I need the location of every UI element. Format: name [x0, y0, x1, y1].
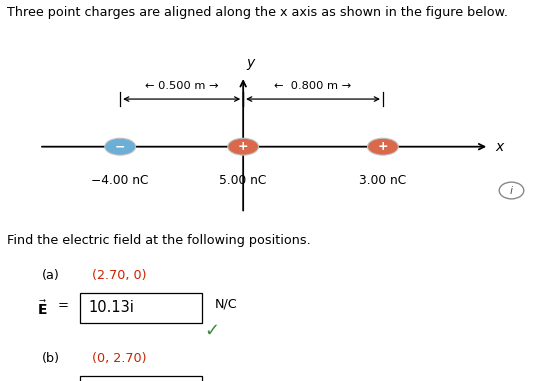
Text: Three point charges are aligned along the x axis as shown in the figure below.: Three point charges are aligned along th… — [7, 6, 508, 19]
Text: −: − — [115, 140, 125, 153]
Text: (0, 2.70): (0, 2.70) — [92, 352, 146, 365]
Text: ✓: ✓ — [204, 322, 219, 340]
Ellipse shape — [105, 138, 136, 155]
Circle shape — [499, 182, 524, 199]
Text: (2.70, 0): (2.70, 0) — [92, 269, 146, 282]
Text: Find the electric field at the following positions.: Find the electric field at the following… — [7, 234, 310, 247]
Text: $\vec{\mathbf{E}}$: $\vec{\mathbf{E}}$ — [37, 299, 48, 318]
Text: +: + — [377, 140, 389, 153]
Text: y: y — [246, 56, 254, 70]
Text: −4.00 nC: −4.00 nC — [92, 174, 149, 187]
Ellipse shape — [368, 138, 398, 155]
Text: 5.00 nC: 5.00 nC — [220, 174, 267, 187]
Text: N/C: N/C — [215, 297, 238, 310]
FancyBboxPatch shape — [80, 376, 202, 381]
FancyBboxPatch shape — [80, 293, 202, 323]
Text: x: x — [496, 140, 504, 154]
Ellipse shape — [228, 138, 258, 155]
Text: (b): (b) — [42, 352, 60, 365]
Text: ← 0.500 m →: ← 0.500 m → — [145, 81, 219, 91]
Text: 10.13i: 10.13i — [88, 300, 134, 315]
Text: =: = — [58, 299, 69, 312]
Text: 3.00 nC: 3.00 nC — [359, 174, 406, 187]
Text: i: i — [510, 186, 513, 195]
Text: ←  0.800 m →: ← 0.800 m → — [274, 81, 352, 91]
Text: (a): (a) — [42, 269, 60, 282]
Text: +: + — [238, 140, 249, 153]
